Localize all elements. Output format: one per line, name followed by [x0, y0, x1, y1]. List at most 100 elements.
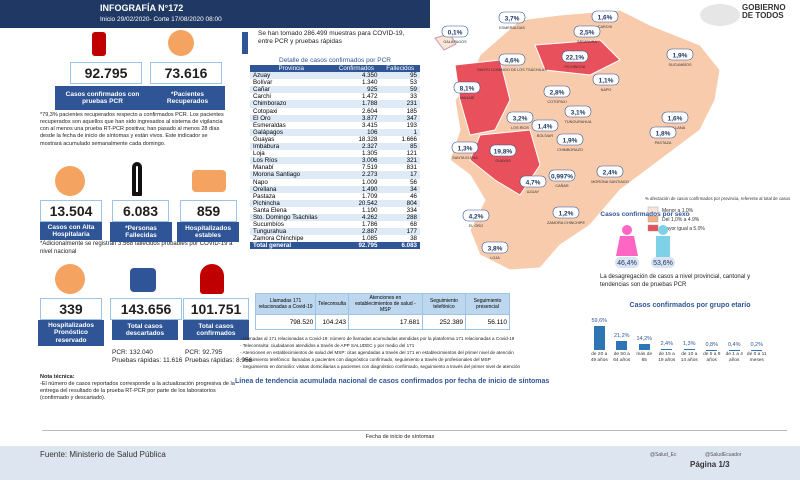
map-name: MANABÍ — [460, 96, 476, 100]
table-cell: 798.520 — [254, 314, 317, 330]
table-cell: 2.273 — [332, 171, 381, 179]
map-pct: 2,5% — [580, 30, 595, 37]
map-label-box — [453, 81, 481, 94]
table-cell: 1.786 — [361, 221, 378, 229]
bar-value-label: 0,8% — [705, 341, 719, 348]
table-row: Zamora Chinchipe 1.085 38 — [250, 235, 420, 242]
discharge-icon — [55, 166, 85, 196]
map-name: ORELLANA — [665, 126, 686, 130]
stat-value: 13.504 — [40, 200, 102, 222]
map-name: PASTAZA — [655, 141, 672, 145]
header-title: INFOGRAFÍA N°172 — [100, 3, 184, 13]
table-cell: 288 — [380, 213, 420, 222]
bar-value-label: 0,4% — [727, 341, 741, 348]
table-cell: 121 — [406, 150, 417, 158]
map-label-box — [661, 111, 689, 124]
table-row: Loja 1.305 121 — [250, 150, 420, 157]
map-label-box — [596, 165, 624, 178]
table-row: Cotopaxi 2.604 185 — [250, 108, 420, 115]
table-row: Tungurahua 2.887 177 — [250, 228, 420, 236]
map-pct: 22,1% — [566, 55, 585, 62]
breakdown-line: Pruebas rápidas: 8.956 — [185, 357, 253, 364]
breakdown-line: PCR: 92.795 — [185, 349, 223, 356]
table-cell: 185 — [406, 107, 417, 115]
map-pct: 0,1% — [448, 30, 463, 37]
table-cell: Galápagos — [250, 128, 333, 136]
map-name: ZAMORA CHINCHIPE — [547, 221, 585, 225]
male-icon — [656, 236, 670, 258]
bar-category: de 20 a 49 años — [590, 352, 608, 363]
table-cell: Cañar — [250, 86, 333, 94]
map-pct: 1,1% — [599, 78, 614, 85]
probable-note: *Adicionalmente se registran 3.568 falle… — [40, 241, 233, 255]
legend-label: Mayor igual a 5.0% — [662, 226, 705, 232]
bar-category: de 15 a 19 años — [658, 352, 676, 363]
map-mainland — [449, 9, 721, 271]
table-cell: 6.083 — [380, 242, 420, 250]
table-cell: 17.681 — [347, 314, 423, 330]
table-title: Detalle de casos confirmados por PCR — [279, 57, 391, 64]
table-cell: 92.795 — [332, 242, 381, 250]
table-cell: Sucumbíos — [253, 221, 284, 229]
map-label-box — [441, 25, 469, 38]
table-cell: Bolívar — [253, 79, 273, 87]
stat-value: 73.616 — [150, 62, 222, 84]
stat-value: 92.795 — [70, 62, 142, 84]
map-label-box — [531, 119, 559, 132]
table-cell: Pichincha — [250, 199, 333, 207]
map-pct: 1,4% — [538, 124, 553, 131]
table-row: Pastaza 1.709 46 — [250, 193, 420, 200]
map-pct: 1,6% — [598, 15, 613, 22]
table-cell: 2.327 — [332, 143, 381, 151]
map-label-box — [519, 175, 547, 188]
table-cell: 3.006 — [332, 157, 381, 165]
table-cell: 46 — [410, 192, 417, 200]
footer-page: Página 1/3 — [690, 460, 730, 469]
table-cell: Zamora Chinchipe — [253, 235, 304, 243]
hospital-icon — [55, 264, 85, 294]
table-cell: 1.709 — [361, 192, 378, 200]
bar — [593, 326, 605, 350]
breakdown-line: PCR: 132.040 — [112, 349, 153, 356]
footer-source: Fuente: Ministerio de Salud Pública — [40, 450, 166, 459]
table-cell: 347 — [380, 114, 420, 122]
stat-value: 143.656 — [110, 298, 182, 320]
sex-box — [615, 257, 639, 268]
service-note: - Teleconsulta: ciudadanos atendidos a t… — [240, 343, 415, 348]
table-cell: 4.262 — [332, 213, 381, 222]
map-pct: 1,9% — [563, 138, 578, 145]
table-cell: Llamadas 171 relacionadas a Covid-19 — [254, 293, 317, 315]
map-label-box — [481, 241, 509, 254]
map-pct: 19,8% — [494, 149, 513, 156]
table-cell: 38 — [410, 235, 417, 243]
table-cell: 321 — [380, 157, 420, 165]
stat-label: Casos confirmados con pruebas PCR — [55, 86, 150, 110]
table-row: Orellana 1.490 34 — [250, 185, 420, 193]
table-cell: 20.542 — [332, 199, 381, 207]
virus-icon — [200, 264, 224, 294]
table-cell: Total general — [250, 242, 333, 250]
samples-note: Se han tomado 286.499 muestras para COVI… — [258, 30, 405, 46]
table-cell: 1.788 — [332, 100, 381, 108]
table-row: Bolívar 1.340 53 — [250, 79, 420, 86]
header-band — [0, 0, 430, 28]
table-row: El Oro 3.877 347 — [250, 114, 420, 122]
map-name: NAPO — [601, 88, 612, 92]
table-cell: 106 — [332, 128, 381, 136]
service-note: - Seguimiento telefónico: llamadas a pac… — [240, 357, 491, 362]
table-cell: 831 — [406, 164, 417, 172]
male-pct: 53,6% — [653, 260, 673, 267]
table-cell: Guayas — [253, 135, 275, 143]
map-label-box — [649, 126, 677, 139]
bar-category: de 0 a 11 meses — [746, 352, 767, 363]
table-cell: 2.887 — [332, 228, 381, 236]
table-cell: 7.519 — [361, 164, 378, 172]
table-cell: Manabí — [253, 164, 274, 172]
map-name: CHIMBORAZO — [557, 148, 583, 152]
map-label-box — [462, 209, 490, 222]
stat-label: Casos con Alta Hospitalaria — [40, 222, 102, 240]
table-cell: 4.350 — [332, 72, 381, 80]
bar — [683, 349, 695, 350]
